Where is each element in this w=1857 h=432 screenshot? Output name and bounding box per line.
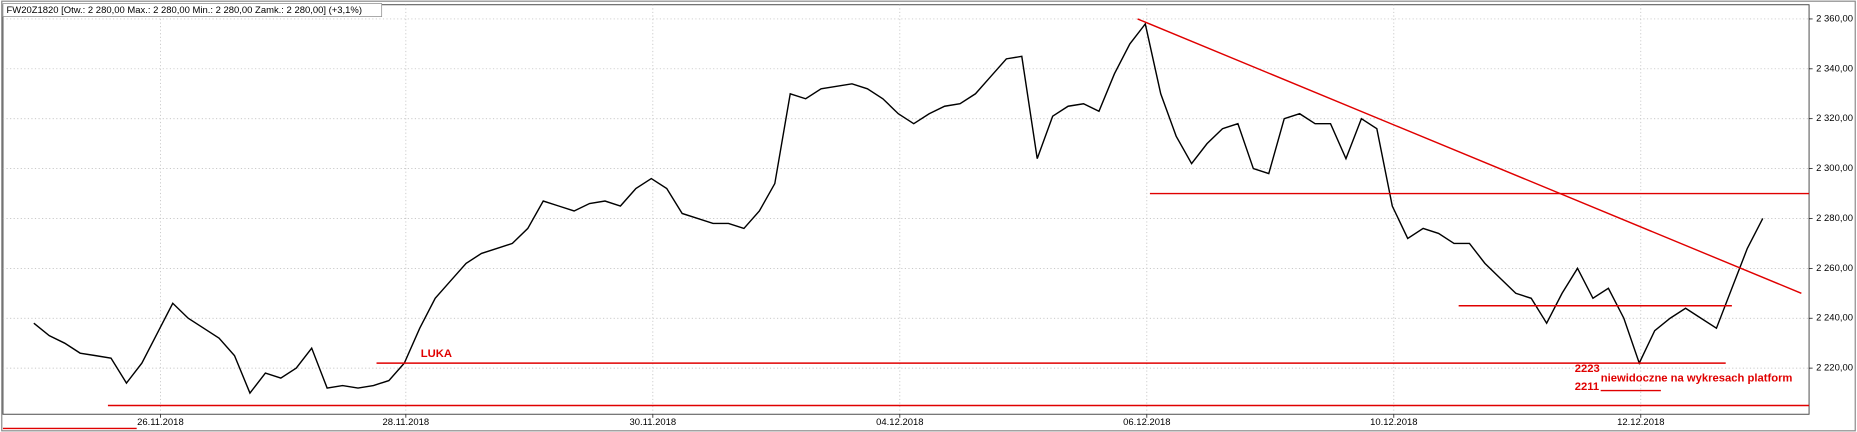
chart-title: FW20Z1820 [Otw.: 2 280,00 Max.: 2 280,00… [7,5,362,16]
y-tick-label: 2 280,00 [1816,213,1853,224]
x-tick-label: 10.12.2018 [1370,417,1417,428]
y-tick-label: 2 320,00 [1816,113,1853,124]
x-tick-label: 12.12.2018 [1617,417,1664,428]
plot-area [2,4,1810,415]
y-tick-label: 2 300,00 [1816,163,1853,174]
y-tick-label: 2 260,00 [1816,263,1853,274]
x-tick-label: 04.12.2018 [876,417,923,428]
reference-line [1137,18,1802,294]
y-tick-label: 2 240,00 [1816,313,1853,324]
annotation: 2211 [1575,381,1599,393]
price-line [33,22,1764,395]
x-tick-label: 06.12.2018 [1123,417,1170,428]
y-tick-label: 2 360,00 [1816,13,1853,24]
title-box [2,3,383,17]
y-tick-label: 2 220,00 [1816,363,1853,374]
x-tick-label: 26.11.2018 [137,417,184,428]
annotation: 2223 [1575,363,1600,375]
x-tick-label: 30.11.2018 [630,417,677,428]
x-tick-label: 28.11.2018 [383,417,430,428]
y-tick-label: 2 340,00 [1816,63,1853,74]
annotation: LUKA [421,348,452,360]
annotation: niewidoczne na wykresach platform [1601,373,1793,385]
